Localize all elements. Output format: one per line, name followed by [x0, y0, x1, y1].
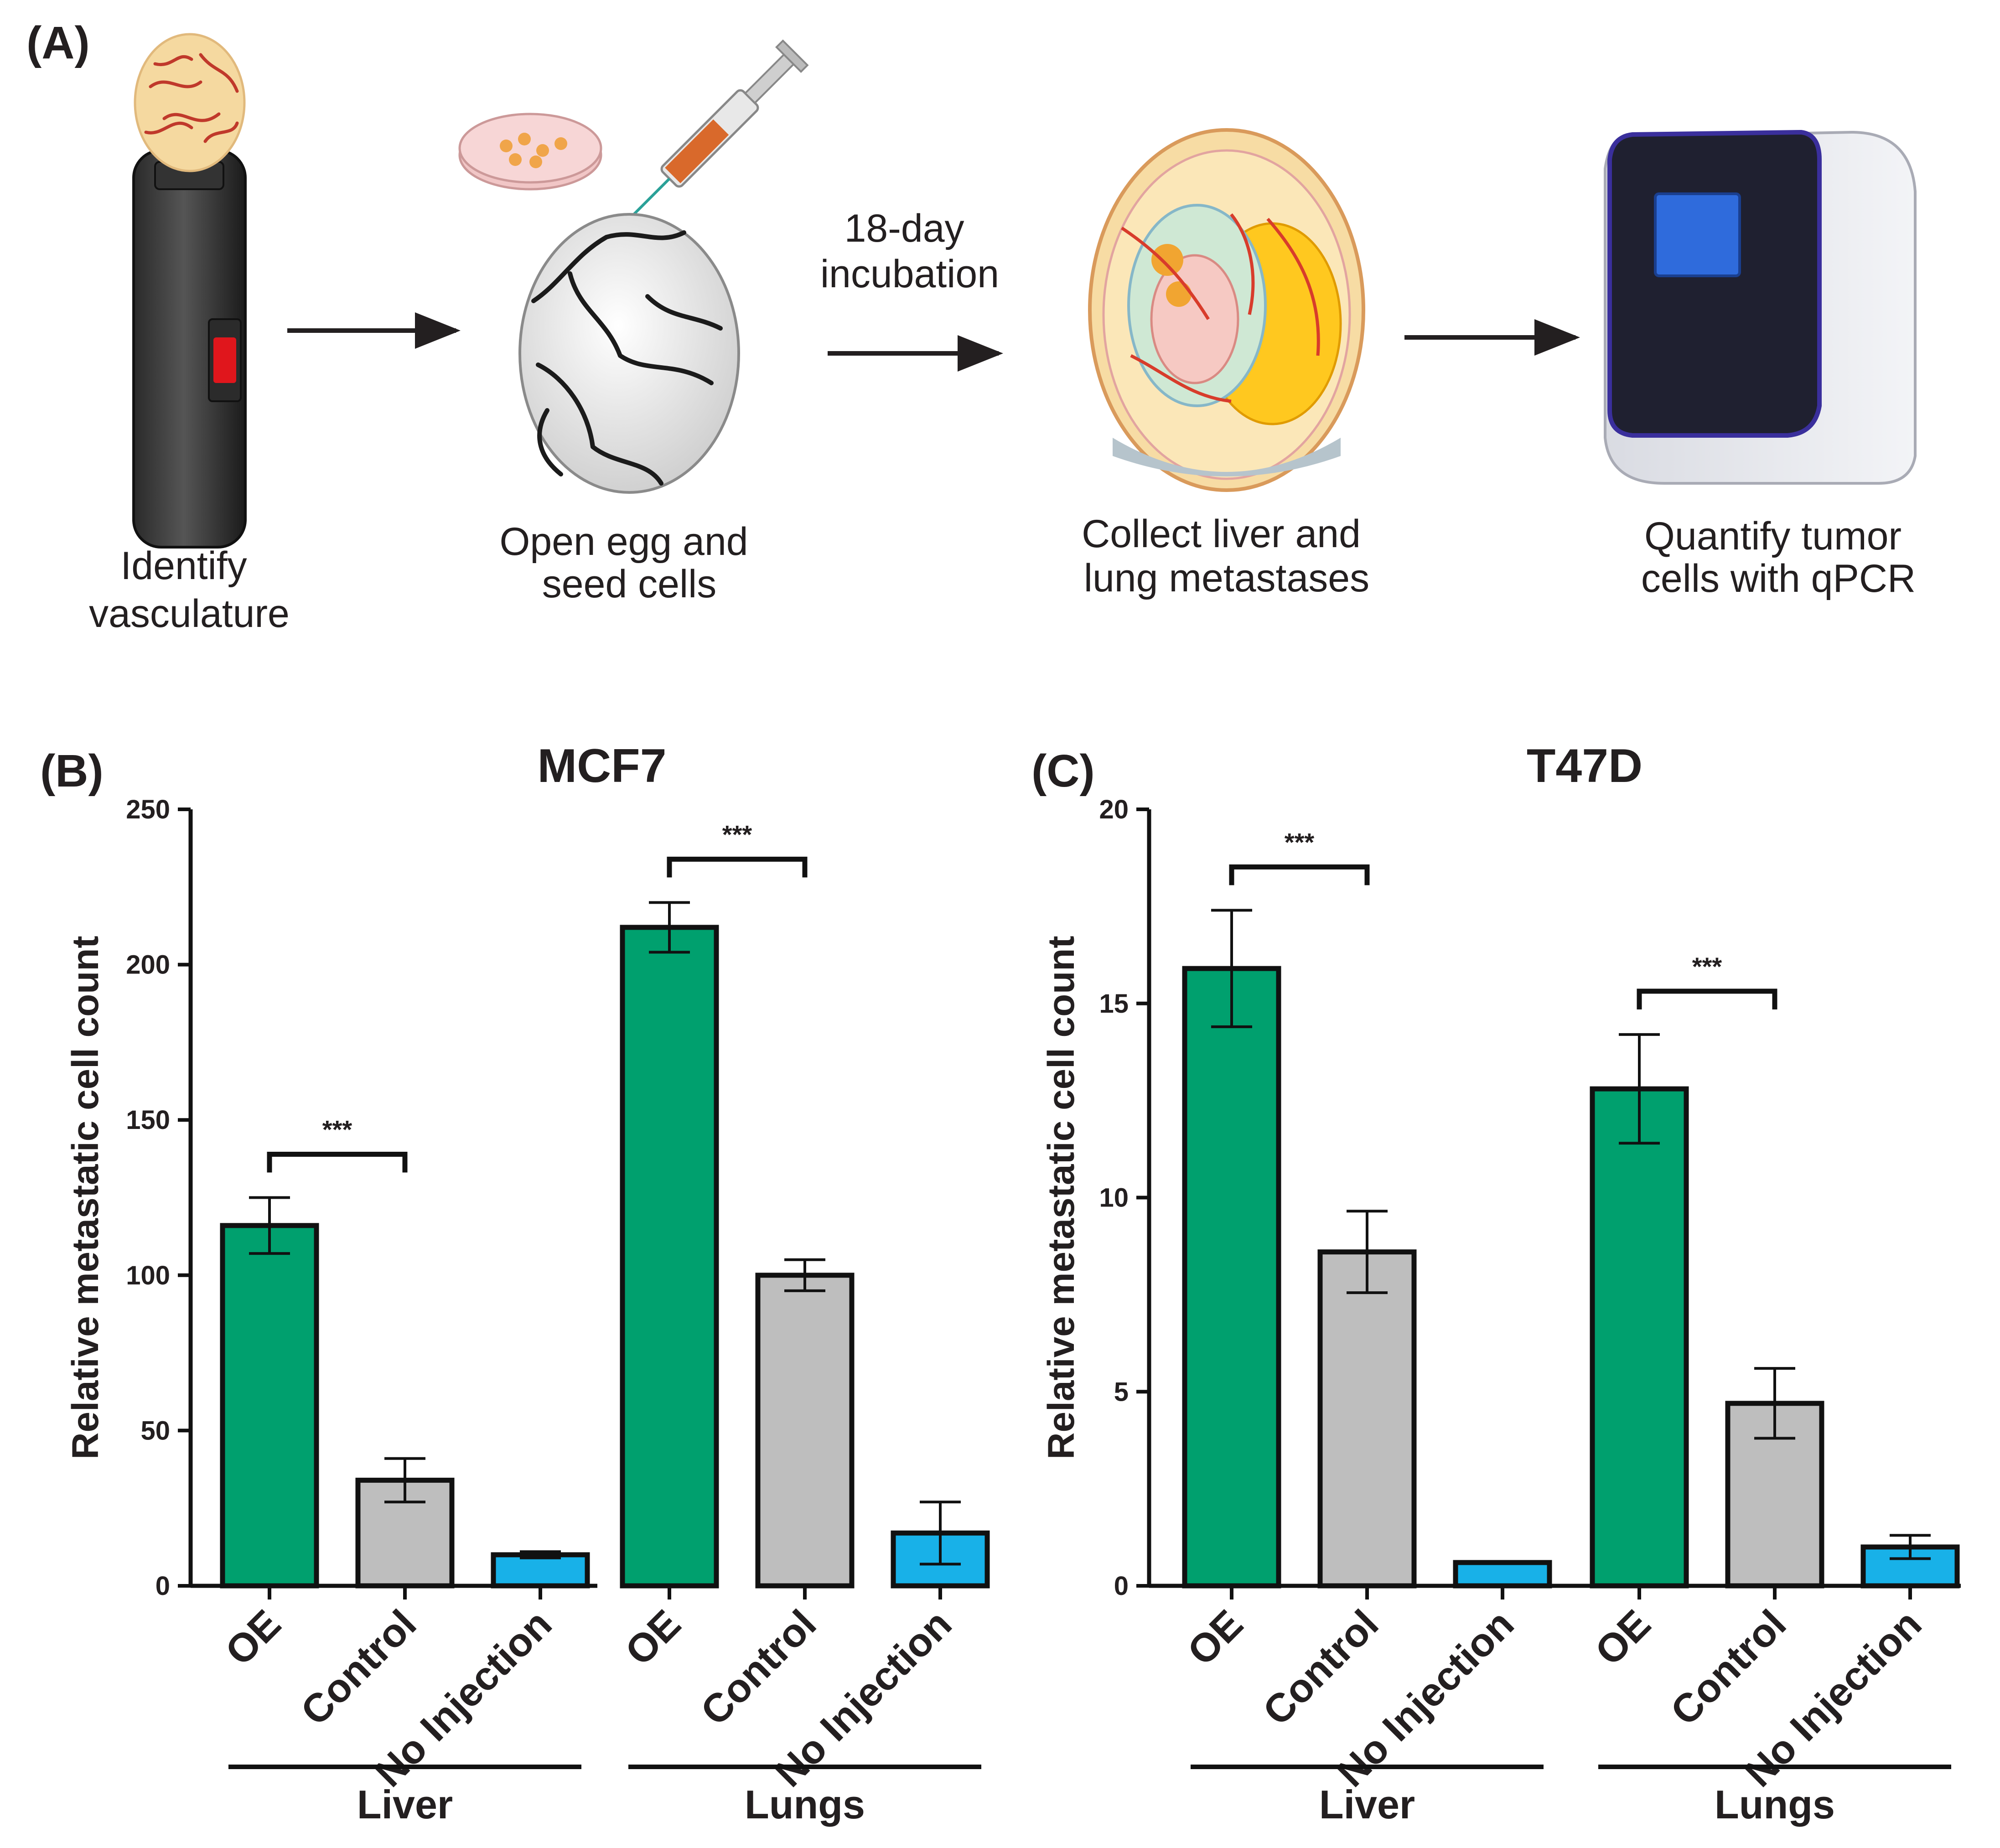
y-axis-label: Relative metastatic cell count [1041, 936, 1082, 1459]
y-tick-label: 10 [1099, 1183, 1129, 1213]
group-label: Lungs [1715, 1782, 1835, 1827]
step-1-label: Identify vasculature [89, 544, 290, 636]
chart-mcf7: (B) MCF7 0 50 100 150 200 250 Relative metastati… [40, 740, 990, 1827]
group-label: Lungs [745, 1782, 865, 1827]
significance-label: *** [322, 1115, 352, 1144]
step-3-label: Collect liver and lung metastases [1082, 512, 1372, 600]
bar [220, 1223, 319, 1589]
panel-label: (B) [40, 745, 104, 797]
x-tick-label: Control [1662, 1601, 1794, 1734]
bar [1182, 966, 1281, 1589]
embryo-egg-illustration [1088, 128, 1365, 492]
x-tick-label: Control [1254, 1601, 1387, 1734]
panel-label: (C) [1031, 745, 1095, 797]
group-label: Liver [357, 1782, 453, 1827]
x-tick-label: OE [217, 1601, 290, 1674]
y-tick-label: 100 [126, 1261, 170, 1290]
y-tick-label: 150 [126, 1105, 170, 1135]
chart-title: MCF7 [537, 740, 666, 792]
y-tick-label: 5 [1114, 1377, 1129, 1407]
y-tick-label: 250 [126, 795, 170, 824]
step-2-label: Open egg and seed cells [499, 520, 759, 606]
significance-bracket [667, 856, 808, 878]
candling-lamp-illustration [132, 33, 247, 549]
y-tick-label: 15 [1099, 989, 1129, 1019]
bar [491, 1552, 590, 1589]
significance-bracket [1637, 989, 1777, 1009]
bar [1453, 1560, 1552, 1589]
y-tick-label: 0 [155, 1571, 170, 1601]
bar [1590, 1086, 1689, 1589]
group-label: Liver [1319, 1782, 1415, 1827]
x-tick-label: OE [1179, 1601, 1252, 1674]
significance-label: *** [1692, 952, 1722, 981]
bar [620, 925, 719, 1589]
x-tick-label: OE [617, 1601, 689, 1674]
candled-egg-icon [134, 33, 246, 172]
x-tick-label: Control [292, 1601, 425, 1734]
power-switch-icon [213, 337, 236, 383]
significance-label: *** [722, 820, 752, 849]
y-tick-label: 0 [1114, 1571, 1129, 1601]
chart-title: T47D [1527, 740, 1642, 792]
bar [1317, 1249, 1417, 1589]
y-tick-label: 20 [1099, 795, 1129, 824]
panel-a: (A) Identify vasculature [26, 17, 1917, 636]
x-tick-label: OE [1586, 1601, 1659, 1674]
x-tick-label: Control [692, 1601, 824, 1734]
significance-bracket [267, 1152, 408, 1173]
seeded-egg-illustration [458, 39, 809, 494]
bar [755, 1273, 855, 1589]
y-axis-label: Relative metastatic cell count [65, 936, 106, 1459]
chart-t47d: (C) T47D 0 5 10 15 20 Relative metastatic cell … [1031, 740, 1961, 1827]
egg-icon [518, 213, 740, 494]
step-4-label: Quantify tumor cells with qPCR [1641, 514, 1916, 600]
incubation-label: 18-day incubation [820, 207, 999, 296]
y-tick-label: 200 [126, 950, 170, 980]
significance-bracket [1229, 864, 1370, 885]
y-tick-label: 50 [140, 1416, 170, 1445]
screen-icon [1654, 192, 1741, 277]
qpcr-machine-illustration [1604, 129, 1917, 485]
significance-label: *** [1285, 828, 1315, 856]
syringe-icon [623, 39, 809, 225]
panel-a-label: (A) [26, 17, 90, 68]
